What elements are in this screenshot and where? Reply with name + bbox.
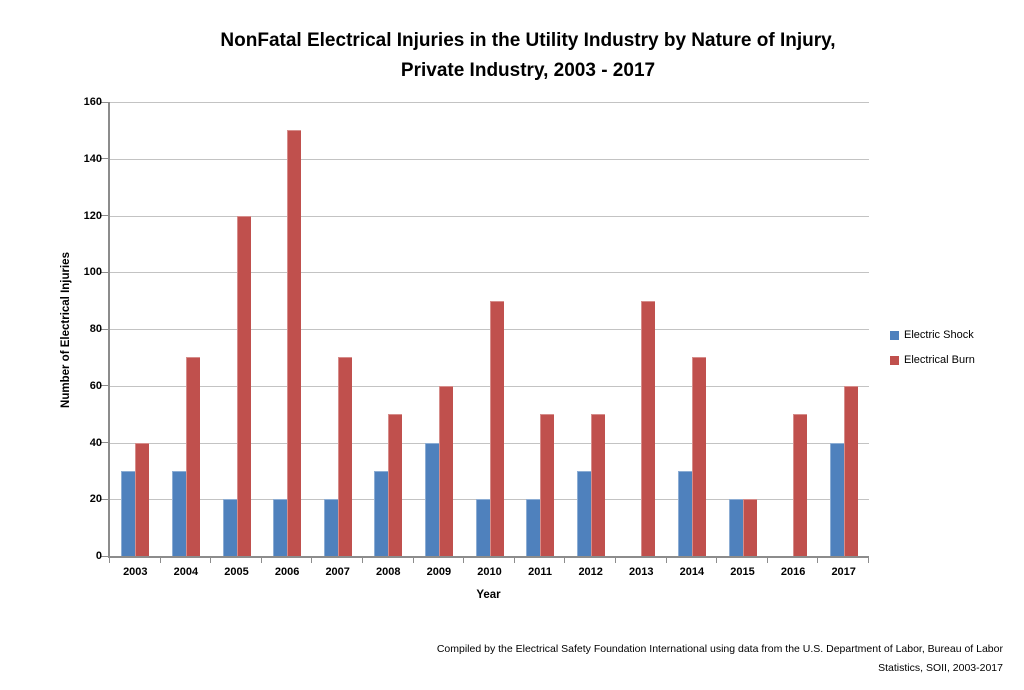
plot-area: 0 20 40 60 80 100 120 140 160 2003 2004 2005 2006 200… [84, 96, 869, 578]
x-tick-label-2013: 2013 [629, 566, 654, 578]
bar-electrical-burn-2005 [236, 215, 251, 556]
x-tick-label-2012: 2012 [578, 566, 603, 578]
x-tick-mark-12 [716, 556, 717, 563]
bar-electric-shock-2010 [475, 499, 490, 556]
x-tick-mark-9 [564, 556, 565, 563]
chart-title-line2: Private Industry, 2003 - 2017 [400, 60, 656, 81]
footer-line2: Statistics, SOII, 2003-2017 [878, 662, 1003, 674]
bar-electric-shock-2014 [677, 470, 692, 556]
bar-electrical-burn-2008 [388, 414, 403, 556]
x-tick-mark-3 [261, 556, 262, 563]
y-tick-mark-140 [101, 158, 108, 160]
x-tick-label-2006: 2006 [274, 566, 300, 578]
x-tick-label-2017: 2017 [831, 566, 856, 578]
bar-electrical-burn-2007 [337, 357, 352, 556]
bar-electrical-burn-2003 [135, 442, 150, 556]
x-tick-label-2008: 2008 [376, 566, 401, 578]
bar-electric-shock-2009 [424, 442, 439, 556]
x-tick-label-2011: 2011 [528, 566, 553, 578]
x-tick-mark-0 [109, 556, 110, 563]
bar-electric-shock-2015 [728, 499, 743, 556]
x-tick-mark-5 [362, 556, 363, 563]
bar-electrical-burn-2013 [641, 300, 656, 556]
legend-swatch-electrical-burn [890, 355, 899, 365]
x-tick-mark-15 [868, 556, 869, 563]
bar-electric-shock-2008 [374, 470, 389, 556]
x-tick-mark-14 [817, 556, 818, 563]
bar-electric-shock-2006 [273, 499, 288, 556]
y-tick-label-20: 20 [89, 493, 102, 506]
x-tick-label-2014: 2014 [679, 566, 705, 578]
gridline-120 [110, 215, 869, 217]
x-tick-label-2005: 2005 [224, 566, 249, 578]
y-tick-mark-120 [101, 215, 108, 216]
y-tick-label-40: 40 [89, 436, 102, 449]
footer-line1: Compiled by the Electrical Safety Founda… [436, 643, 1003, 655]
bar-electrical-burn-2017 [843, 385, 858, 556]
y-tick-label-160: 160 [83, 96, 102, 108]
x-tick-mark-7 [463, 556, 464, 563]
bar-electric-shock-2007 [323, 499, 338, 556]
bar-electrical-burn-2015 [742, 499, 757, 556]
x-tick-mark-1 [160, 556, 161, 563]
legend-item-electrical-burn: Electrical Burn [890, 354, 975, 366]
x-tick-label-2016: 2016 [780, 566, 806, 578]
gridline-100 [110, 272, 869, 274]
y-tick-mark-80 [101, 328, 108, 330]
x-tick-mark-8 [514, 556, 515, 563]
y-tick-label-0: 0 [95, 550, 102, 562]
bar-electric-shock-2017 [829, 442, 844, 556]
bar-electrical-burn-2014 [691, 357, 706, 556]
x-tick-label-2003: 2003 [123, 566, 148, 578]
footer-attribution: Compiled by the Electrical Safety Founda… [403, 640, 1003, 678]
x-axis-title: Year [476, 589, 501, 601]
x-tick-label-2015: 2015 [730, 566, 755, 578]
x-tick-mark-6 [413, 556, 414, 563]
y-tick-mark-60 [101, 385, 108, 387]
x-tick-mark-2 [210, 556, 211, 563]
x-tick-label-2009: 2009 [426, 566, 452, 578]
bar-electrical-burn-2004 [185, 357, 200, 556]
y-tick-label-140: 140 [83, 152, 102, 165]
y-tick-mark-40 [101, 442, 108, 443]
bar-electric-shock-2005 [222, 499, 237, 556]
x-tick-mark-13 [767, 556, 768, 563]
x-tick-mark-10 [615, 556, 616, 563]
gridline-140 [110, 158, 869, 160]
x-tick-label-2007: 2007 [325, 566, 350, 578]
x-tick-label-2004: 2004 [173, 566, 199, 578]
legend-swatch-electric-shock [890, 330, 899, 340]
bar-electric-shock-2004 [171, 470, 186, 556]
bar-electrical-burn-2012 [590, 414, 605, 556]
bar-electric-shock-2003 [121, 470, 136, 556]
y-tick-mark-20 [101, 498, 108, 500]
bar-electric-shock-2011 [526, 499, 541, 556]
bar-electrical-burn-2010 [489, 300, 504, 556]
x-tick-mark-11 [666, 556, 667, 563]
chart-title-line1: NonFatal Electrical Injuries in the Util… [220, 30, 836, 51]
y-tick-mark-100 [101, 271, 108, 273]
chart-title: NonFatal Electrical Injuries in the Util… [48, 26, 1008, 86]
x-tick-mark-4 [311, 556, 312, 563]
chart-legend: Electric Shock Electrical Burn [890, 329, 975, 379]
y-tick-label-120: 120 [83, 209, 102, 222]
bar-electrical-burn-2009 [438, 385, 453, 556]
y-tick-mark-160 [101, 101, 108, 103]
x-tick-label-2010: 2010 [477, 566, 502, 578]
bar-electric-shock-2012 [576, 470, 591, 556]
bar-electrical-burn-2006 [287, 130, 302, 556]
y-tick-mark-0 [101, 555, 108, 557]
bar-electrical-burn-2011 [540, 414, 555, 556]
y-tick-label-80: 80 [89, 323, 102, 335]
y-tick-label-100: 100 [83, 266, 102, 279]
legend-label-electrical-burn: Electrical Burn [904, 354, 975, 366]
bar-electrical-burn-2016 [793, 414, 808, 556]
legend-item-electric-shock: Electric Shock [890, 329, 975, 341]
y-tick-label-60: 60 [89, 379, 102, 392]
gridline-160 [110, 102, 869, 103]
legend-label-electric-shock: Electric Shock [904, 329, 974, 341]
